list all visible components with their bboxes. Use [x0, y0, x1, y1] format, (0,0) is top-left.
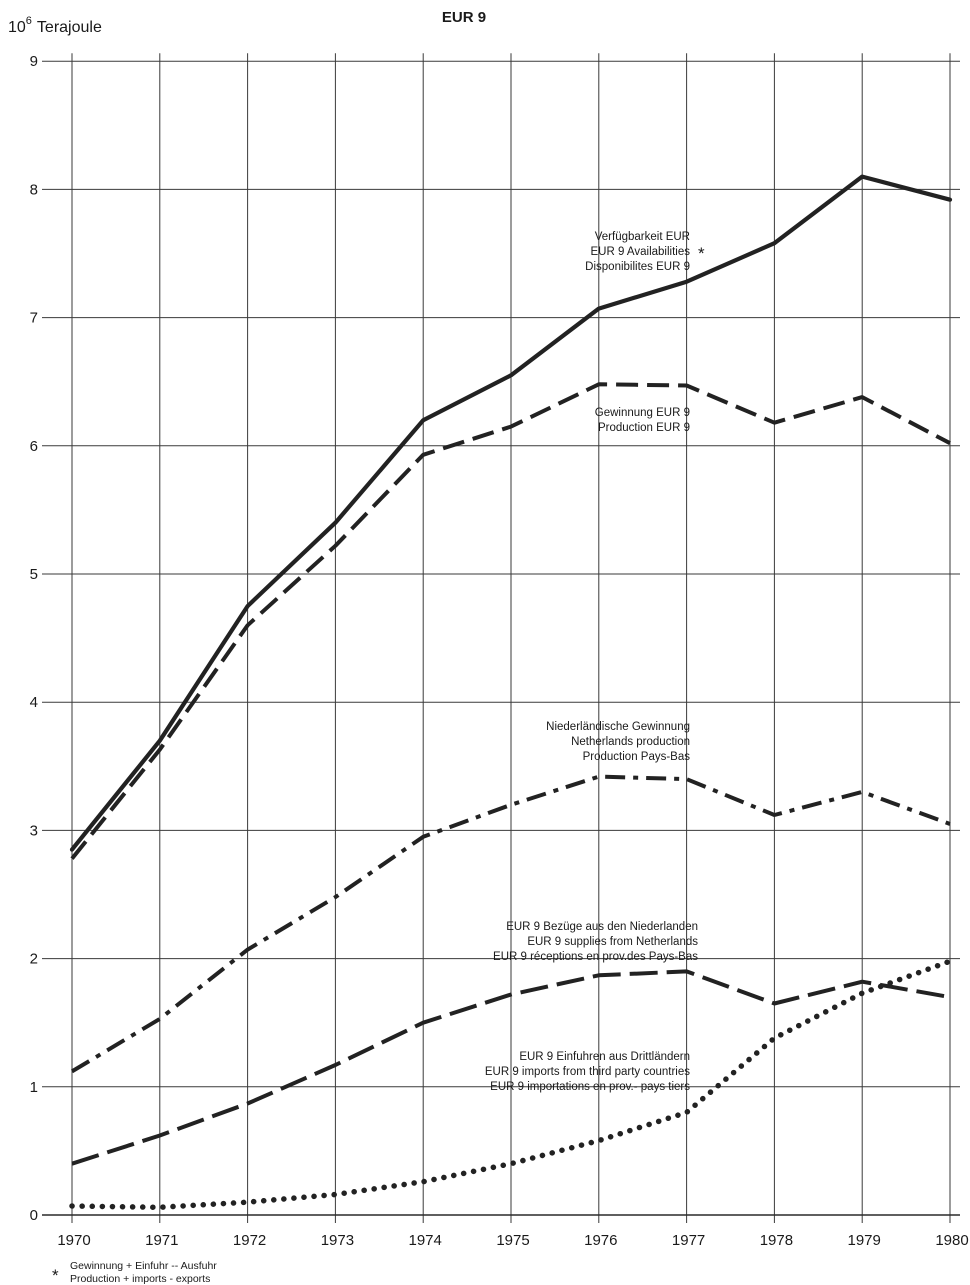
series-line-imports_third	[69, 958, 953, 1211]
y-tick-label: 3	[30, 822, 38, 839]
x-axis-tick-labels: 1970 1971 1972 1973 1974 1975 1976 1977 1978 1979…	[57, 1232, 968, 1249]
series-label-line: Niederländische Gewinnung	[546, 721, 690, 733]
series-label-line: EUR 9 réceptions en prov.des Pays-Bas	[493, 951, 698, 963]
series-label-line: Gewinnung EUR 9	[595, 407, 690, 419]
series-label-line: EUR 9 Bezüge aus den Niederlanden	[506, 921, 698, 933]
footnote: * Gewinnung + Einfuhr -- AusfuhrProductio…	[52, 1260, 217, 1285]
series-label-imports_third: EUR 9 Einfuhren aus Drittländern EUR 9 im…	[485, 1051, 690, 1093]
gridlines	[42, 53, 960, 1223]
y-tick-label: 8	[30, 181, 38, 198]
series-label-line: Disponibilites EUR 9	[585, 261, 690, 273]
series-label-line: Production Pays-Bas	[583, 751, 691, 763]
series-label-production: Gewinnung EUR 9 Production EUR 9	[595, 407, 690, 434]
x-tick-label: 1979	[848, 1232, 881, 1249]
footnote-line: Gewinnung + Einfuhr -- Ausfuhr	[70, 1260, 217, 1272]
series-label-line: Production EUR 9	[598, 422, 690, 434]
series-label-line: EUR 9 Einfuhren aus Drittländern	[519, 1051, 690, 1063]
series-label-line: EUR 9 importations en prov.- pays tiers	[490, 1081, 690, 1093]
series-annotations: Verfügbarkeit EUR EUR 9 Availabilities Dis…	[485, 231, 705, 1093]
y-unit-power: 10	[8, 19, 26, 36]
x-tick-label: 1974	[409, 1232, 442, 1249]
x-tick-label: 1973	[321, 1232, 354, 1249]
chart-title: EUR 9	[442, 9, 486, 26]
y-tick-label: 9	[30, 53, 38, 70]
y-tick-label: 6	[30, 438, 38, 455]
series-label-netherlands_production: Niederländische Gewinnung Netherlands pro…	[546, 721, 690, 763]
series-line-production	[70, 382, 951, 860]
x-tick-label: 1978	[760, 1232, 793, 1249]
y-unit-exponent: 6	[26, 15, 32, 27]
y-tick-label: 1	[30, 1079, 38, 1096]
y-axis-unit-label: 106 Terajoule	[8, 15, 102, 36]
series-label-supplies_netherlands: EUR 9 Bezüge aus den Niederlanden EUR 9 s…	[493, 921, 698, 963]
x-tick-label: 1980	[935, 1232, 968, 1249]
series-line-availabilities	[69, 174, 953, 852]
x-tick-label: 1972	[233, 1232, 266, 1249]
x-tick-label: 1977	[672, 1232, 705, 1249]
x-tick-label: 1971	[145, 1232, 178, 1249]
y-tick-label: 5	[30, 566, 38, 583]
y-tick-label: 7	[30, 310, 38, 327]
asterisk-marker: *	[698, 244, 705, 263]
y-tick-label: 2	[30, 951, 38, 968]
footnote-marker: *	[52, 1266, 59, 1285]
series-label-line: Netherlands production	[571, 736, 690, 748]
series-label-availabilities: Verfügbarkeit EUR EUR 9 Availabilities Dis…	[585, 231, 705, 273]
series-lines	[69, 174, 953, 1211]
x-tick-label: 1976	[584, 1232, 617, 1249]
y-axis-tick-labels: 0 1 2 3 4 5 6 7 8 9	[30, 53, 38, 1224]
footnote-line: Production + imports - exports	[70, 1273, 210, 1285]
y-tick-label: 4	[30, 694, 38, 711]
series-label-line: Verfügbarkeit EUR	[595, 231, 690, 243]
series-line-netherlands_production	[70, 774, 951, 1074]
y-tick-label: 0	[30, 1207, 38, 1224]
y-unit-name: Terajoule	[37, 19, 102, 36]
x-tick-label: 1975	[496, 1232, 529, 1249]
x-tick-label: 1970	[57, 1232, 90, 1249]
series-label-line: EUR 9 supplies from Netherlands	[527, 936, 698, 948]
series-line-supplies_netherlands	[71, 969, 951, 1166]
series-label-line: EUR 9 Availabilities	[590, 246, 690, 258]
series-label-line: EUR 9 imports from third party countries	[485, 1066, 690, 1078]
